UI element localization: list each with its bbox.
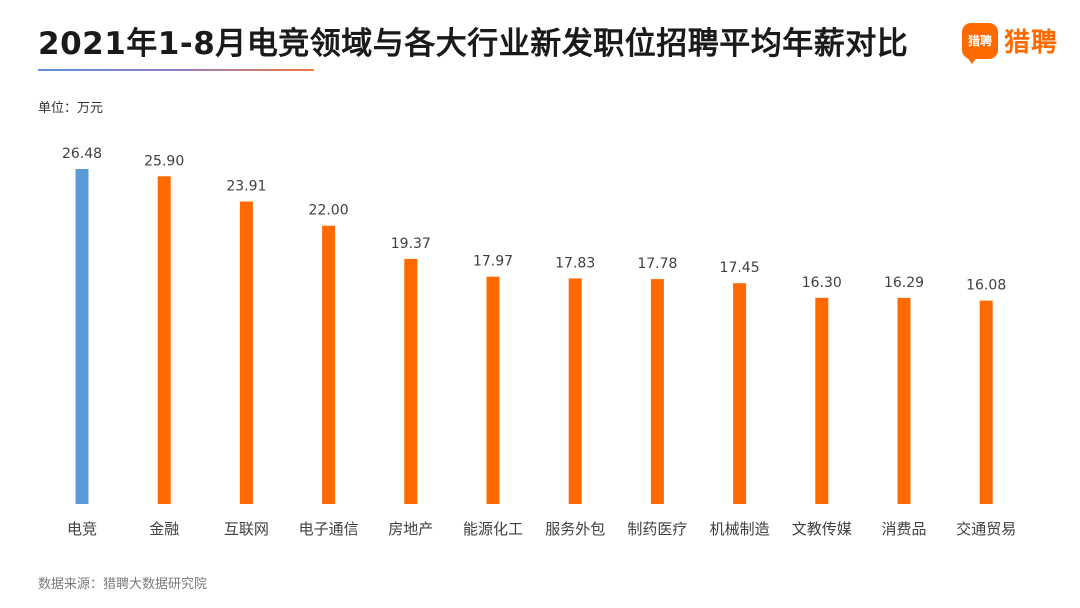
category-label-10: 文教传媒 xyxy=(792,520,852,538)
value-label-3: 23.91 xyxy=(226,179,266,195)
bar-9 xyxy=(733,283,747,504)
value-label-12: 16.08 xyxy=(966,278,1006,294)
category-label-6: 能源化工 xyxy=(463,520,523,538)
bar-3 xyxy=(239,201,253,504)
category-label-9: 机械制造 xyxy=(710,520,770,538)
category-label-2: 金融 xyxy=(149,520,179,538)
category-label-8: 制药医疗 xyxy=(627,520,687,538)
category-label-7: 服务外包 xyxy=(545,520,605,538)
value-label-8: 17.78 xyxy=(637,256,677,272)
bar-8 xyxy=(650,279,664,504)
bar-10 xyxy=(815,297,829,504)
value-label-11: 16.29 xyxy=(884,275,924,291)
value-label-2: 25.90 xyxy=(144,153,184,169)
bar-5 xyxy=(404,258,418,504)
category-label-12: 交通贸易 xyxy=(956,520,1016,538)
bar-11 xyxy=(897,297,911,504)
category-label-3: 互联网 xyxy=(224,520,269,538)
source-note: 数据来源：猎聘大数据研究院 xyxy=(38,577,208,592)
logo-text: 猎聘 xyxy=(1003,28,1058,58)
value-label-5: 19.37 xyxy=(391,236,431,252)
value-label-7: 17.83 xyxy=(555,255,595,271)
bar-7 xyxy=(568,278,582,504)
logo-icon: 猎聘 xyxy=(961,22,998,64)
category-label-4: 电子通信 xyxy=(299,520,359,538)
bar-2 xyxy=(157,176,171,505)
category-label-5: 房地产 xyxy=(388,520,433,538)
title-underline xyxy=(38,69,314,71)
value-label-1: 26.48 xyxy=(62,146,102,162)
category-label-1: 电竞 xyxy=(67,520,97,538)
value-label-4: 22.00 xyxy=(309,203,349,219)
bar-12 xyxy=(979,300,993,504)
bar-1 xyxy=(75,169,89,504)
unit-label: 单位：万元 xyxy=(38,101,104,116)
category-label-11: 消费品 xyxy=(881,520,926,538)
value-label-6: 17.97 xyxy=(473,254,513,270)
bar-6 xyxy=(486,276,500,504)
bar-4 xyxy=(322,225,336,504)
value-label-9: 17.45 xyxy=(720,260,760,276)
chart-title: 2021年1-8月电竞领域与各大行业新发职位招聘平均年薪对比 xyxy=(38,26,909,62)
brand-logo: 猎聘 猎聘 xyxy=(961,22,1058,64)
value-label-10: 16.30 xyxy=(802,275,842,291)
